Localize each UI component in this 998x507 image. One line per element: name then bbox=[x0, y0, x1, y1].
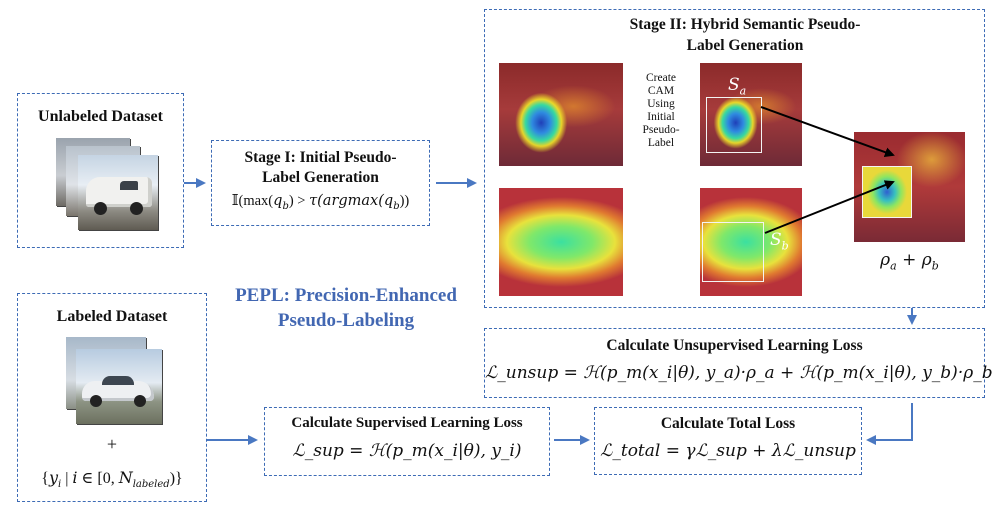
unlabeled-dataset-box: Unlabeled Dataset bbox=[17, 93, 184, 248]
van-window bbox=[120, 181, 138, 190]
region-sa-box bbox=[706, 97, 762, 153]
unlabeled-dataset-title: Unlabeled Dataset bbox=[38, 108, 163, 125]
region-sb-label: Sb bbox=[770, 230, 789, 253]
total-loss-box: Calculate Total Loss ℒ_total = γℒ_sup + … bbox=[594, 407, 862, 475]
total-loss-formula: ℒ_total = γℒ_sup + λℒ_unsup bbox=[600, 441, 856, 461]
van-wheel-rear bbox=[130, 202, 143, 215]
stage1-title-line2: Label Generation bbox=[262, 169, 379, 186]
car-window bbox=[102, 376, 134, 385]
supervised-loss-formula: ℒ_sup = ℋ(p_m(x_i|θ), y_i) bbox=[292, 441, 522, 461]
stage2-title-line1: Stage II: Hybrid Semantic Pseudo- bbox=[629, 16, 861, 33]
stage1-formula: 𝕀(max(qb) > τ(argmax(qb)) bbox=[231, 193, 410, 212]
rho-label: ρa + ρb bbox=[880, 250, 939, 273]
cam-image-truck-right: Sa bbox=[700, 63, 802, 166]
unsupervised-loss-title: Calculate Unsupervised Learning Loss bbox=[606, 337, 863, 354]
labeled-plus: + bbox=[106, 434, 118, 454]
supervised-loss-box: Calculate Supervised Learning Loss ℒ_sup… bbox=[264, 407, 550, 476]
unsupervised-loss-box: Calculate Unsupervised Learning Loss ℒ_u… bbox=[484, 328, 993, 398]
supervised-loss-title: Calculate Supervised Learning Loss bbox=[291, 415, 523, 431]
car-wheel-front bbox=[90, 395, 102, 407]
stage2-title-line2: Label Generation bbox=[686, 37, 804, 54]
labeled-set-expression: {yi | i ∈ [0, Nlabeled)} bbox=[41, 468, 183, 491]
labeled-dataset-title: Labeled Dataset bbox=[56, 308, 168, 325]
stage1-box: Stage I: Initial Pseudo- Label Generatio… bbox=[211, 140, 430, 226]
arrow-sb-to-mix bbox=[764, 180, 895, 234]
total-loss-title: Calculate Total Loss bbox=[660, 415, 796, 432]
car-wheel-rear bbox=[134, 395, 146, 407]
car-image-front bbox=[76, 349, 162, 424]
cam-image-truck-left bbox=[499, 63, 623, 166]
cam-image-suv-left bbox=[499, 188, 623, 296]
cam-note: Create CAM Using Initial Pseudo- Label bbox=[642, 72, 680, 149]
labeled-dataset-box: Labeled Dataset + {yi | i ∈ [0, Nlabeled… bbox=[17, 293, 207, 502]
region-sa-label: Sa bbox=[728, 75, 747, 98]
stage2-box: Stage II: Hybrid Semantic Pseudo- Label … bbox=[484, 9, 985, 308]
region-sb-box bbox=[702, 222, 764, 282]
cam-image-suv-right: Sb bbox=[700, 188, 802, 296]
arrow-unsup-to-total bbox=[866, 403, 913, 445]
pepl-title: PEPL: Precision-Enhanced Pseudo-Labeling bbox=[235, 285, 457, 331]
van-wheel-front bbox=[94, 202, 107, 215]
stage1-title-line1: Stage I: Initial Pseudo- bbox=[244, 149, 397, 166]
unsupervised-loss-formula: ℒ_unsup = ℋ(p_m(x_i|θ), y_a)·ρ_a + ℋ(p_m… bbox=[485, 363, 993, 383]
stage2-black-arrows bbox=[760, 106, 895, 234]
arrow-sa-to-mix bbox=[760, 106, 895, 157]
van-image-front bbox=[78, 155, 158, 230]
